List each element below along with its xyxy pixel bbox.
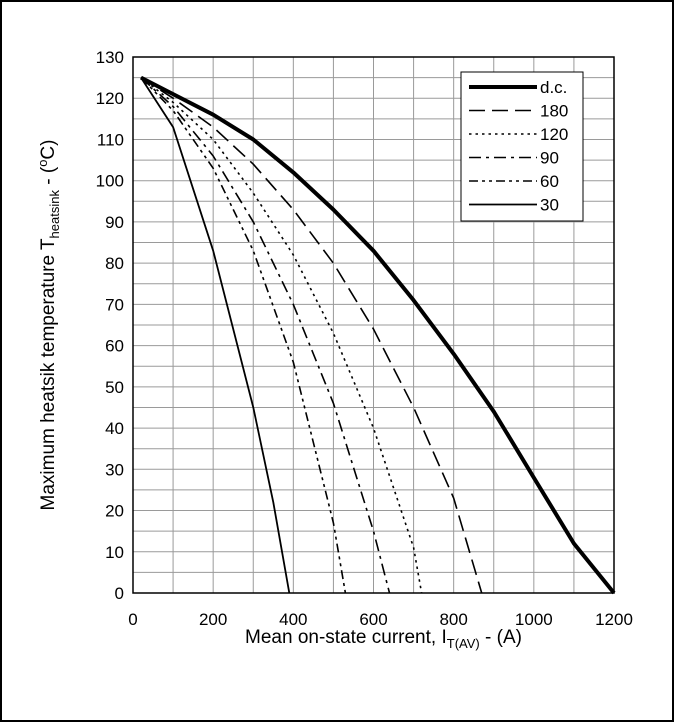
y-tick-label: 80 <box>105 254 124 273</box>
legend-label: d.c. <box>540 78 567 97</box>
series-line-180 <box>140 76 483 594</box>
x-tick-label: 800 <box>439 610 467 629</box>
y-axis-label-subscript: heatsink <box>47 190 62 239</box>
legend-label: 180 <box>540 102 568 121</box>
x-axis-label-main: Mean on-state current, I <box>245 627 447 648</box>
y-tick-label: 60 <box>105 337 124 356</box>
grid <box>133 57 614 593</box>
x-axis-label-tail: - (A) <box>480 627 522 648</box>
y-tick-label: 30 <box>105 460 124 479</box>
x-tick-label: 1000 <box>515 610 553 629</box>
x-tick-label: 400 <box>279 610 307 629</box>
series-line-dc <box>140 75 616 595</box>
y-axis-label: Maximum heatsik temperature Theatsink - … <box>35 139 62 510</box>
series-line-120 <box>140 76 423 594</box>
y-axis-label-tail: C) <box>38 139 59 159</box>
x-tick-label: 0 <box>128 610 137 629</box>
y-axis-label-mid: - ( <box>38 166 59 190</box>
y-tick-label: 70 <box>105 295 124 314</box>
legend: d.c. 180 120 90 60 30 <box>460 71 584 222</box>
x-tick-label: 1200 <box>595 610 633 629</box>
series-line-90 <box>140 77 391 594</box>
plot-border <box>132 56 615 594</box>
x-axis-label: Mean on-state current, IT(AV) - (A) <box>245 627 522 651</box>
y-tick-label: 40 <box>105 419 124 438</box>
y-axis-label-main: Maximum heatsik temperature T <box>38 238 59 510</box>
legend-box <box>460 71 584 222</box>
x-tick-label: 200 <box>199 610 227 629</box>
legend-label: 120 <box>540 125 568 144</box>
legend-label: 30 <box>540 196 559 215</box>
y-tick-label: 110 <box>97 130 124 149</box>
legend-label: 60 <box>540 172 559 191</box>
y-tick-label: 10 <box>105 543 124 562</box>
y-axis-label-superscript: o <box>35 160 50 167</box>
legend-label: 90 <box>540 149 559 168</box>
x-tick-label: 600 <box>359 610 387 629</box>
series-lines <box>140 75 616 595</box>
y-tick-label: 120 <box>96 89 124 108</box>
x-axis-label-subscript: T(AV) <box>447 636 480 651</box>
y-tick-label: 130 <box>96 48 124 67</box>
series-line-60 <box>140 77 347 594</box>
series-line-30 <box>140 77 291 594</box>
y-tick-label: 90 <box>105 213 124 232</box>
y-tick-label: 100 <box>96 172 124 191</box>
y-tick-label: 50 <box>105 378 124 397</box>
y-tick-labels: 0 10 20 30 40 50 60 70 80 90 100 110 120 130 <box>96 48 124 603</box>
y-tick-label: 0 <box>115 584 124 603</box>
x-tick-labels: 0 200 400 600 800 1000 1200 <box>128 610 633 629</box>
y-tick-label: 20 <box>105 502 124 521</box>
